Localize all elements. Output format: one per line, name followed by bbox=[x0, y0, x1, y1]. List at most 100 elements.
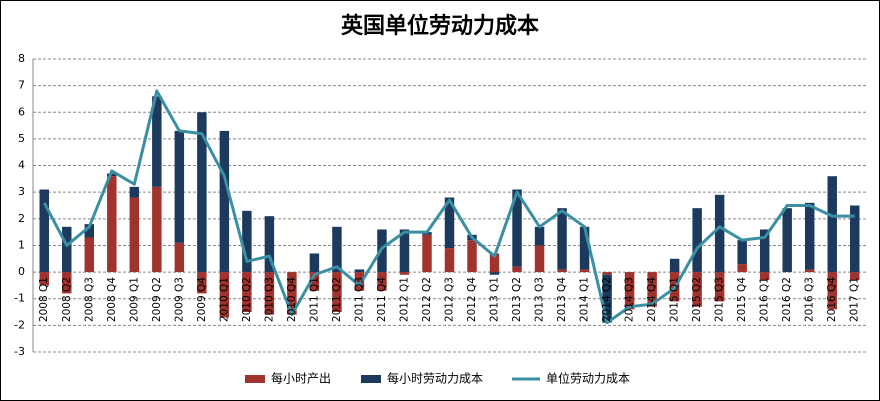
bar bbox=[309, 253, 320, 273]
bar bbox=[377, 272, 387, 291]
bar bbox=[782, 208, 792, 273]
x-tick-label: 2016 Q1 bbox=[759, 277, 771, 322]
bar bbox=[714, 272, 725, 302]
x-tick-label: 2008 Q2 bbox=[61, 277, 73, 322]
x-tick-label: 2010 Q3 bbox=[263, 277, 275, 322]
bar bbox=[692, 272, 702, 307]
x-tick-label: 2016 Q4 bbox=[826, 277, 838, 322]
bar bbox=[602, 272, 612, 275]
y-tick-label: 8 bbox=[18, 52, 25, 65]
bar bbox=[62, 226, 72, 273]
x-tick-label: 2010 Q4 bbox=[286, 277, 298, 322]
bar bbox=[219, 272, 230, 318]
x-tick-label: 2011 Q1 bbox=[308, 277, 320, 322]
bar bbox=[489, 253, 500, 273]
bar bbox=[354, 269, 365, 273]
x-tick-label: 2012 Q1 bbox=[398, 277, 410, 322]
bar bbox=[422, 234, 432, 273]
x-tick-label: 2009 Q4 bbox=[196, 277, 208, 322]
bar bbox=[714, 194, 725, 273]
x-tick-label: 2009 Q3 bbox=[173, 277, 185, 322]
bar bbox=[129, 197, 140, 273]
bar bbox=[287, 272, 297, 315]
x-tick-label: 2013 Q1 bbox=[489, 277, 501, 322]
x-tick-label: 2014 Q3 bbox=[624, 277, 636, 322]
bar bbox=[827, 272, 837, 310]
bar bbox=[737, 264, 747, 273]
x-tick-label: 2013 Q3 bbox=[534, 277, 546, 322]
bar bbox=[354, 272, 365, 291]
y-tick-label: 0 bbox=[18, 265, 25, 278]
bar bbox=[332, 272, 342, 313]
bar bbox=[174, 130, 185, 243]
bar bbox=[84, 237, 95, 273]
y-tick-label: 3 bbox=[18, 185, 25, 198]
bar bbox=[84, 224, 95, 238]
bar bbox=[850, 205, 860, 273]
y-tick-label: -2 bbox=[14, 318, 25, 331]
x-tick-label: 2016 Q2 bbox=[781, 277, 793, 322]
bar bbox=[332, 226, 342, 273]
x-tick-label: 2008 Q1 bbox=[38, 277, 50, 322]
bar bbox=[107, 176, 117, 273]
x-tick-label: 2016 Q3 bbox=[804, 277, 816, 322]
x-tick-label: 2015 Q1 bbox=[669, 277, 681, 322]
x-tick-label: 2015 Q4 bbox=[736, 277, 748, 322]
bar bbox=[669, 258, 680, 273]
bar bbox=[39, 272, 49, 286]
x-tick-label: 2013 Q2 bbox=[511, 277, 523, 322]
bar bbox=[692, 208, 702, 273]
y-tick-label: 7 bbox=[18, 79, 25, 92]
bar bbox=[399, 272, 410, 275]
x-tick-label: 2017 Q1 bbox=[849, 277, 861, 322]
y-tick-label: -3 bbox=[14, 345, 25, 358]
bar bbox=[557, 208, 567, 270]
bar bbox=[850, 272, 860, 281]
x-tick-label: 2012 Q4 bbox=[466, 277, 478, 322]
bar bbox=[737, 240, 747, 265]
bar bbox=[489, 272, 500, 275]
bar bbox=[399, 229, 410, 273]
y-tick-label: 2 bbox=[18, 212, 25, 225]
bar bbox=[557, 269, 567, 273]
line bbox=[42, 89, 855, 325]
x-tick-label: 2012 Q2 bbox=[421, 277, 433, 322]
bar bbox=[804, 202, 815, 270]
x-tick-label: 2015 Q3 bbox=[714, 277, 726, 322]
y-tick-label: 5 bbox=[18, 132, 25, 145]
bar bbox=[467, 240, 477, 273]
bar bbox=[174, 242, 185, 273]
bar bbox=[624, 272, 635, 310]
x-tick-label: 2015 Q2 bbox=[691, 277, 703, 322]
bar bbox=[579, 226, 590, 270]
y-tick-label: 4 bbox=[18, 159, 25, 172]
chart-title: 英国单位劳动力成本 bbox=[341, 13, 539, 39]
x-tick-label: 2012 Q3 bbox=[444, 277, 456, 322]
bar bbox=[804, 269, 815, 273]
bar bbox=[219, 130, 230, 273]
legend-label: 每小时劳动力成本 bbox=[387, 371, 483, 386]
x-tick-label: 2010 Q2 bbox=[241, 277, 253, 322]
bar bbox=[62, 272, 72, 294]
bar bbox=[309, 272, 320, 291]
x-tick-label: 2009 Q1 bbox=[128, 277, 140, 322]
bar bbox=[444, 248, 455, 273]
legend-label: 单位劳动力成本 bbox=[546, 371, 630, 386]
legend-label: 每小时产出 bbox=[271, 371, 331, 386]
x-tick-label: 2010 Q1 bbox=[218, 277, 230, 322]
bar bbox=[152, 186, 162, 273]
bar bbox=[197, 272, 207, 294]
x-tick-label: 2014 Q4 bbox=[646, 277, 658, 322]
bar bbox=[534, 245, 545, 273]
x-tick-label: 2014 Q2 bbox=[601, 277, 613, 322]
bar bbox=[444, 197, 455, 249]
y-tick-label: 6 bbox=[18, 105, 25, 118]
bar bbox=[242, 210, 252, 273]
legend-swatch bbox=[245, 375, 265, 383]
bar bbox=[759, 272, 770, 281]
bar bbox=[602, 274, 612, 323]
x-tick-label: 2011 Q4 bbox=[376, 277, 388, 322]
bar bbox=[647, 272, 657, 307]
x-tick-label: 2008 Q4 bbox=[106, 277, 118, 322]
